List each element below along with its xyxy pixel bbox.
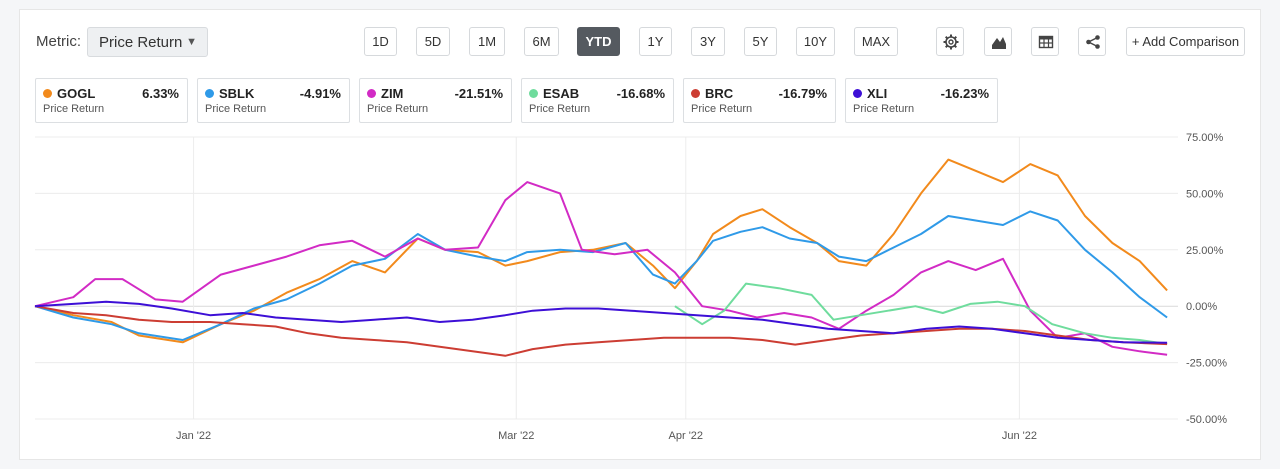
legend-metric: Price Return: [853, 103, 915, 115]
series-color-dot: [43, 89, 52, 98]
y-tick-label: 50.00%: [1186, 188, 1224, 200]
y-tick-label: -25.00%: [1186, 358, 1227, 370]
x-tick-label: Mar '22: [498, 430, 534, 442]
series-color-dot: [853, 89, 862, 98]
legend-ticker: ESAB: [543, 86, 580, 101]
metric-select[interactable]: Price Return ▼: [87, 27, 208, 57]
add-comparison-button[interactable]: + Add Comparison: [1126, 27, 1245, 56]
range-button-5y[interactable]: 5Y: [744, 27, 777, 56]
legend-ticker: GOGL: [57, 86, 96, 101]
series-color-dot: [367, 89, 376, 98]
range-button-ytd[interactable]: YTD: [577, 27, 620, 56]
gear-icon: [943, 34, 959, 50]
legend-card-sblk[interactable]: SBLK -4.91% Price Return: [197, 78, 350, 123]
series-line-xli: [34, 300, 1168, 344]
legend-card-esab[interactable]: ESAB -16.68% Price Return: [521, 78, 674, 123]
x-tick-label: Jun '22: [1002, 430, 1037, 442]
series-line-brc: [34, 305, 1168, 357]
range-button-5d[interactable]: 5D: [416, 27, 450, 56]
table-view-button[interactable]: [1031, 27, 1059, 56]
chart-type-button[interactable]: [984, 27, 1012, 56]
legend-ticker: XLI: [867, 86, 888, 101]
y-tick-label: 0.00%: [1186, 301, 1217, 313]
series-color-dot: [205, 89, 214, 98]
x-tick-label: Jan '22: [176, 430, 211, 442]
legend-ticker: BRC: [705, 86, 734, 101]
series-color-dot: [691, 89, 700, 98]
legend-ticker: SBLK: [219, 86, 255, 101]
chevron-down-icon: ▼: [186, 36, 197, 48]
metric-label: Metric:: [36, 33, 81, 50]
legend-card-brc[interactable]: BRC -16.79% Price Return: [683, 78, 836, 123]
legend-return: -16.23%: [940, 86, 989, 101]
range-button-1d[interactable]: 1D: [364, 27, 397, 56]
chart-panel: Metric: Price Return ▼ 1D 5D 1M 6M YTD 1…: [19, 9, 1261, 460]
legend-return: -4.91%: [299, 86, 341, 101]
y-tick-label: 75.00%: [1186, 132, 1224, 144]
table-icon: [1038, 35, 1054, 49]
series-line-gogl: [34, 158, 1168, 344]
share-icon: [1086, 35, 1100, 49]
range-button-6m[interactable]: 6M: [524, 27, 559, 56]
legend-card-xli[interactable]: XLI -16.23% Price Return: [845, 78, 998, 123]
legend-card-gogl[interactable]: GOGL 6.33% Price Return: [35, 78, 188, 123]
legend-return: 6.33%: [142, 86, 179, 101]
range-button-1y[interactable]: 1Y: [639, 27, 672, 56]
share-button[interactable]: [1078, 27, 1106, 56]
range-button-10y[interactable]: 10Y: [796, 27, 835, 56]
y-tick-label: -50.00%: [1186, 414, 1227, 426]
legend-ticker: ZIM: [381, 86, 404, 101]
legend-metric: Price Return: [529, 103, 591, 115]
legend-metric: Price Return: [691, 103, 753, 115]
legend-metric: Price Return: [367, 103, 429, 115]
series-line-esab: [674, 282, 1168, 345]
range-button-max[interactable]: MAX: [854, 27, 898, 56]
series-line-sblk: [34, 210, 1168, 341]
series-color-dot: [529, 89, 538, 98]
metric-select-value: Price Return: [99, 34, 183, 51]
range-button-3y[interactable]: 3Y: [691, 27, 725, 56]
legend-metric: Price Return: [205, 103, 267, 115]
legend-return: -21.51%: [454, 86, 503, 101]
legend-return: -16.79%: [778, 86, 827, 101]
settings-button[interactable]: [936, 27, 964, 56]
series-line-zim: [34, 181, 1168, 356]
legend-return: -16.68%: [616, 86, 665, 101]
x-tick-label: Apr '22: [669, 430, 704, 442]
legend-card-zim[interactable]: ZIM -21.51% Price Return: [359, 78, 512, 123]
range-button-1m[interactable]: 1M: [469, 27, 505, 56]
mountain-chart-icon: [992, 37, 1006, 49]
legend-metric: Price Return: [43, 103, 105, 115]
y-tick-label: 25.00%: [1186, 245, 1224, 257]
